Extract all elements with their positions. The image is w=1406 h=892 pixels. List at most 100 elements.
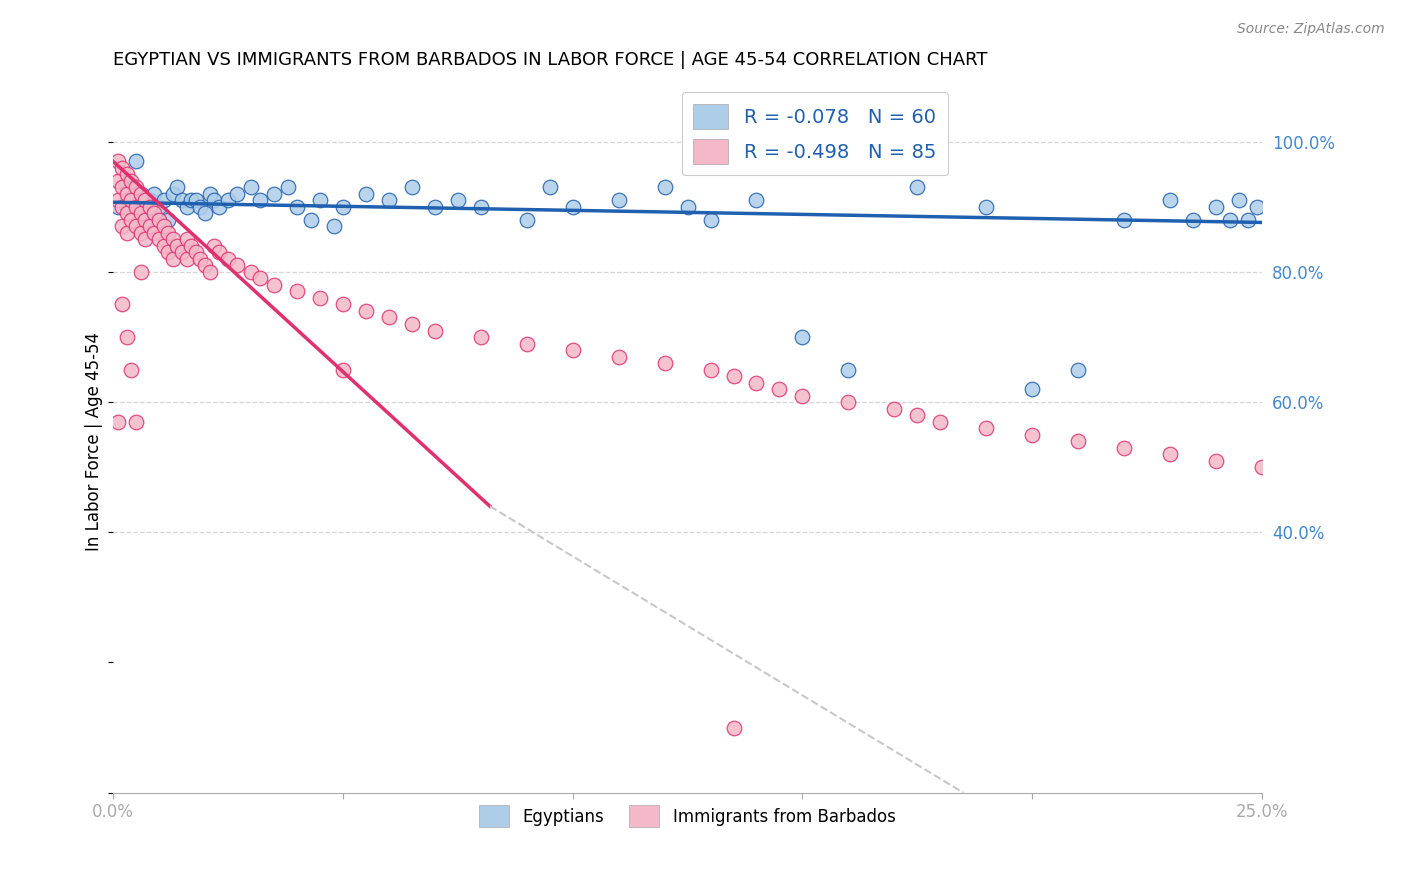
Point — [1114, 212, 1136, 227]
Point — [607, 194, 630, 208]
Point — [120, 212, 142, 227]
Point — [115, 180, 138, 194]
Point — [120, 194, 142, 208]
Point — [299, 212, 322, 227]
Text: Source: ZipAtlas.com: Source: ZipAtlas.com — [1237, 22, 1385, 37]
Point — [561, 343, 583, 357]
Point — [143, 206, 166, 220]
Point — [166, 180, 188, 194]
Point — [837, 395, 859, 409]
Point — [285, 285, 308, 299]
Point — [561, 200, 583, 214]
Point — [322, 219, 344, 234]
Point — [332, 297, 354, 311]
Point — [1114, 441, 1136, 455]
Point — [107, 154, 129, 169]
Point — [125, 415, 148, 429]
Point — [883, 401, 905, 416]
Point — [1159, 447, 1181, 461]
Point — [1205, 200, 1227, 214]
Point — [139, 200, 162, 214]
Point — [176, 232, 198, 246]
Point — [180, 194, 202, 208]
Point — [354, 186, 377, 201]
Point — [148, 212, 170, 227]
Point — [111, 200, 134, 214]
Point — [217, 252, 239, 266]
Point — [115, 206, 138, 220]
Point — [768, 382, 790, 396]
Point — [745, 194, 768, 208]
Point — [401, 180, 423, 194]
Point — [745, 376, 768, 390]
Point — [120, 174, 142, 188]
Point — [180, 239, 202, 253]
Point — [190, 252, 212, 266]
Point — [166, 239, 188, 253]
Point — [470, 200, 492, 214]
Legend: Egyptians, Immigrants from Barbados: Egyptians, Immigrants from Barbados — [472, 798, 903, 833]
Point — [107, 415, 129, 429]
Point — [190, 200, 212, 214]
Point — [1205, 453, 1227, 467]
Point — [129, 186, 152, 201]
Point — [198, 186, 221, 201]
Point — [129, 186, 152, 201]
Point — [332, 200, 354, 214]
Y-axis label: In Labor Force | Age 45-54: In Labor Force | Age 45-54 — [86, 332, 103, 550]
Point — [905, 408, 928, 422]
Point — [249, 194, 271, 208]
Point — [143, 226, 166, 240]
Point — [792, 389, 814, 403]
Point — [148, 200, 170, 214]
Point — [699, 362, 721, 376]
Point — [208, 200, 231, 214]
Point — [1067, 362, 1090, 376]
Point — [723, 721, 745, 735]
Point — [184, 194, 207, 208]
Point — [792, 330, 814, 344]
Point — [974, 421, 997, 435]
Point — [107, 194, 129, 208]
Point — [676, 200, 699, 214]
Point — [125, 219, 148, 234]
Point — [107, 174, 129, 188]
Point — [170, 245, 193, 260]
Point — [607, 350, 630, 364]
Point — [134, 212, 156, 227]
Point — [929, 415, 952, 429]
Point — [1251, 460, 1274, 475]
Point — [115, 330, 138, 344]
Point — [723, 369, 745, 384]
Point — [538, 180, 561, 194]
Point — [423, 200, 446, 214]
Point — [202, 194, 225, 208]
Point — [125, 200, 148, 214]
Point — [134, 206, 156, 220]
Point — [226, 186, 249, 201]
Point — [115, 167, 138, 181]
Point — [239, 180, 262, 194]
Point — [1021, 427, 1043, 442]
Point — [654, 180, 676, 194]
Point — [125, 154, 148, 169]
Point — [516, 212, 538, 227]
Point — [226, 259, 249, 273]
Point — [285, 200, 308, 214]
Point — [176, 252, 198, 266]
Point — [148, 232, 170, 246]
Point — [198, 265, 221, 279]
Point — [107, 200, 129, 214]
Point — [1246, 200, 1268, 214]
Point — [1067, 434, 1090, 449]
Point — [332, 362, 354, 376]
Point — [152, 239, 174, 253]
Point — [208, 245, 231, 260]
Point — [162, 186, 184, 201]
Point — [654, 356, 676, 370]
Point — [139, 194, 162, 208]
Point — [837, 362, 859, 376]
Point — [263, 186, 285, 201]
Point — [309, 194, 332, 208]
Point — [1182, 212, 1205, 227]
